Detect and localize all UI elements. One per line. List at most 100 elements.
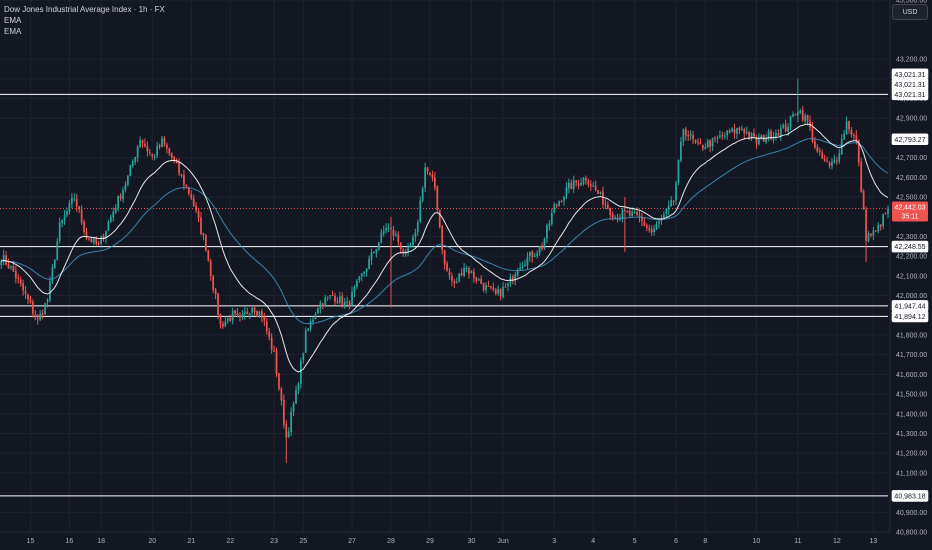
candle-body	[736, 128, 738, 134]
candle-body	[95, 237, 98, 244]
candle-body	[178, 162, 180, 174]
candle-body	[636, 211, 638, 215]
candle-body	[68, 202, 71, 212]
candle-body	[709, 140, 712, 147]
candle-body	[826, 161, 828, 163]
candle-body	[589, 184, 592, 187]
candle-body	[75, 199, 78, 207]
candle-body	[370, 252, 373, 260]
x-tick-label: 4	[591, 538, 595, 545]
current-price-badge-box	[892, 201, 928, 222]
y-tick-label: 42,300.00	[896, 234, 927, 241]
candle-body	[251, 307, 254, 313]
candle-body	[190, 194, 193, 199]
candle-body	[570, 182, 573, 190]
candle-body	[390, 227, 392, 230]
candle-body	[85, 231, 88, 239]
candle-body	[872, 230, 875, 236]
level-badge-top: 43,021.31	[891, 78, 929, 91]
candle-body	[234, 310, 236, 314]
candle-body	[853, 135, 855, 137]
indicator-ema-2[interactable]: EMA	[4, 27, 22, 36]
candle-body	[236, 313, 239, 316]
y-tick-label: 41,100.00	[896, 470, 927, 477]
candle-body	[317, 308, 319, 314]
candle-body	[270, 337, 273, 350]
candle-body	[465, 268, 468, 270]
level-badge-top: 43,021.31	[891, 68, 929, 81]
candle-body	[29, 298, 32, 303]
candle-body	[73, 198, 76, 200]
candle-body	[521, 266, 524, 268]
candle-body	[643, 221, 646, 226]
candle-body	[92, 238, 95, 243]
candle-body	[775, 133, 777, 137]
chart-title[interactable]: Dow Jones Industrial Average Index · 1h …	[4, 5, 165, 14]
candle-body	[49, 280, 51, 301]
candle-body	[670, 200, 673, 207]
candle-body	[587, 180, 590, 185]
x-tick-label: 6	[674, 538, 678, 545]
x-tick-label: 30	[468, 538, 476, 545]
candle-body	[212, 276, 215, 290]
candlestick-series	[0, 78, 889, 464]
candle-body	[407, 246, 409, 252]
candle-body	[36, 318, 39, 320]
candle-body	[119, 195, 122, 199]
candle-body	[665, 209, 668, 214]
candle-body	[204, 235, 207, 251]
candle-body	[719, 135, 721, 138]
candle-body	[704, 147, 707, 150]
candle-body	[109, 216, 112, 222]
y-tick-label: 43,500.00	[896, 0, 927, 5]
candle-body	[624, 210, 626, 212]
candle-body	[658, 221, 660, 224]
candle-body	[472, 271, 475, 278]
candle-body	[334, 295, 336, 302]
x-tick-label: 27	[348, 538, 356, 545]
level-badge-top-label: 43,021.31	[894, 82, 925, 89]
candle-body	[560, 201, 563, 203]
y-tick-label: 42,500.00	[896, 195, 927, 202]
candle-body	[363, 271, 366, 274]
candle-body	[299, 360, 302, 384]
candle-body	[818, 150, 821, 152]
candle-body	[168, 148, 171, 154]
candle-body	[356, 280, 358, 287]
candle-body	[387, 227, 390, 229]
candle-body	[324, 297, 327, 307]
candle-body	[402, 250, 405, 254]
candle-body	[585, 177, 587, 181]
candle-body	[765, 138, 768, 143]
currency-button[interactable]: USD	[892, 4, 928, 20]
candle-body	[304, 330, 307, 353]
time-scale[interactable]	[0, 532, 932, 550]
y-tick-label: 41,200.00	[896, 451, 927, 458]
candle-body	[348, 302, 351, 306]
level-badge-box	[891, 310, 929, 323]
candle-body	[192, 198, 195, 207]
y-tick-label: 43,200.00	[896, 57, 927, 64]
indicator-ema-1[interactable]: EMA	[4, 16, 22, 25]
candle-body	[360, 273, 363, 277]
x-tick-label: 23	[270, 538, 278, 545]
horizontal-levels[interactable]	[0, 93, 888, 497]
x-tick-label: 18	[97, 538, 105, 545]
candle-body	[83, 221, 85, 232]
candle-body	[365, 268, 368, 273]
candle-body	[494, 289, 497, 294]
candle-body	[127, 175, 129, 185]
candle-body	[580, 183, 582, 186]
candle-body	[105, 230, 107, 239]
candle-body	[662, 214, 665, 219]
candle-body	[46, 299, 49, 303]
candle-body	[219, 314, 222, 324]
candle-body	[599, 192, 602, 194]
candle-body	[141, 140, 144, 144]
candle-body	[217, 293, 219, 315]
candle-body	[134, 156, 137, 163]
candle-body	[261, 311, 263, 318]
candle-body	[524, 264, 526, 267]
level-badge-label: 42,793.27	[894, 137, 925, 144]
